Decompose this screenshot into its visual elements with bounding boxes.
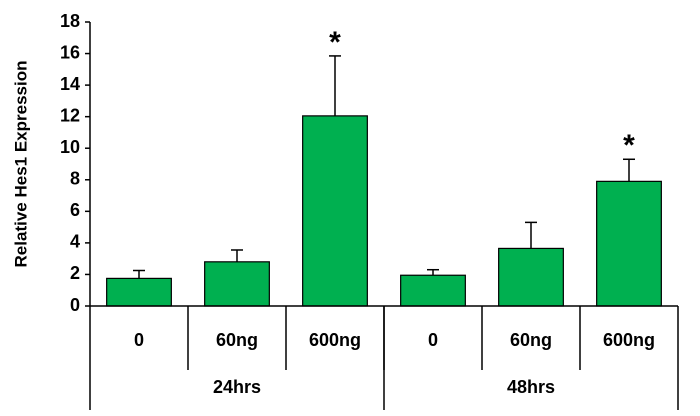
error-bar (231, 249, 243, 262)
y-tick-label: 4 (70, 232, 80, 252)
bar (106, 277, 172, 307)
y-tick-label: 12 (60, 105, 80, 125)
y-tick-label: 0 (70, 295, 80, 315)
significance-marker: * (623, 129, 635, 162)
error-bar (133, 269, 145, 279)
x-tick-label: 600ng (603, 330, 655, 350)
error-bar (525, 221, 537, 249)
x-tick-label: 0 (134, 330, 144, 350)
error-bar (623, 158, 635, 182)
y-tick-label: 10 (60, 137, 80, 157)
y-axis-label: Relative Hes1 Expression (11, 61, 30, 268)
x-tick-label: 60ng (216, 330, 258, 350)
bar (204, 261, 270, 307)
x-tick-label: 0 (428, 330, 438, 350)
group-label: 48hrs (507, 377, 555, 397)
group-label: 24hrs (213, 377, 261, 397)
y-tick-label: 14 (60, 74, 80, 94)
error-bar (427, 268, 439, 276)
x-tick-label: 60ng (510, 330, 552, 350)
y-tick-label: 16 (60, 42, 80, 62)
y-tick-label: 18 (60, 11, 80, 31)
bar (302, 115, 368, 307)
y-tick-label: 2 (70, 263, 80, 283)
y-tick-label: 6 (70, 200, 80, 220)
y-tick-label: 8 (70, 169, 80, 189)
x-tick-label: 600ng (309, 330, 361, 350)
bar (596, 180, 662, 307)
bar (498, 247, 564, 307)
error-bar (329, 55, 341, 116)
bar (400, 274, 466, 307)
significance-marker: * (329, 26, 341, 59)
